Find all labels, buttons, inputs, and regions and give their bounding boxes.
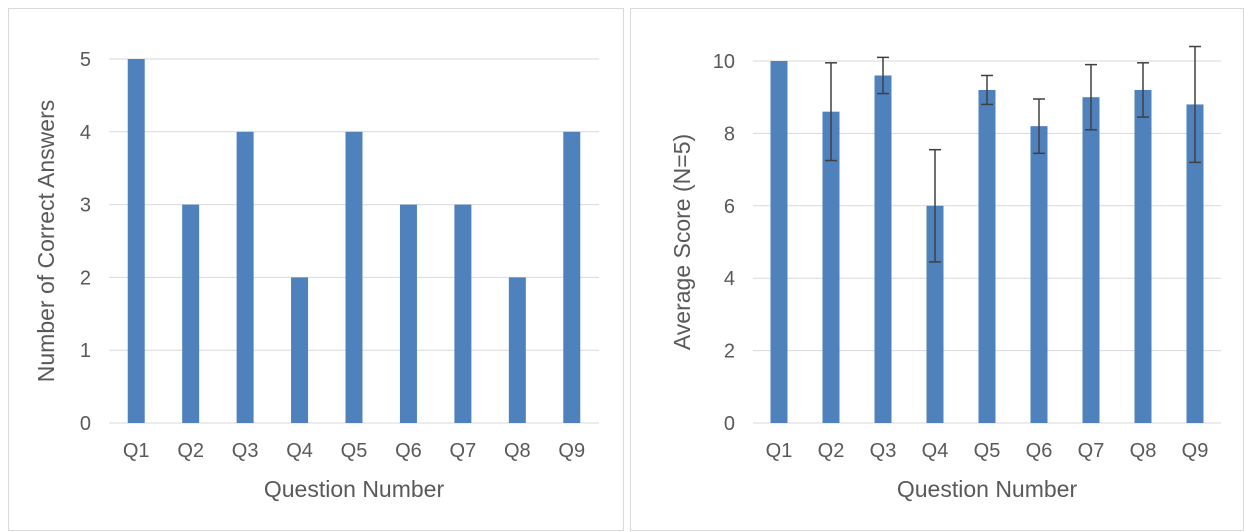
bar [509,277,526,423]
y-tick-label: 8 [724,123,735,145]
bar [1031,126,1048,423]
bar [346,132,363,423]
x-tick-label: Q6 [395,440,422,462]
y-tick-label: 6 [724,196,735,218]
y-tick-label: 10 [713,51,735,73]
y-tick-label: 0 [80,413,91,435]
x-tick-label: Q3 [870,440,897,462]
x-tick-label: Q9 [558,440,585,462]
y-tick-label: 5 [80,49,91,71]
y-axis-title: Number of Correct Answers [33,100,59,382]
y-tick-label: 2 [724,341,735,363]
y-tick-label: 4 [80,122,91,144]
x-axis-title: Question Number [897,476,1078,502]
bar [563,132,580,423]
x-tick-label: Q9 [1182,440,1209,462]
bar [979,90,996,423]
bar [128,59,145,423]
x-tick-label: Q7 [1078,440,1105,462]
y-tick-label: 3 [80,195,91,217]
x-axis-title: Question Number [264,476,445,502]
x-tick-label: Q4 [922,440,949,462]
x-tick-label: Q1 [123,440,150,462]
correct-answers-chart: 0 1 2 3 4 5 Q1 Q2 Q3 Q4 Q5 Q6 Q7 Q8 Q9 Question Number N… [9,9,625,532]
bar [1083,97,1100,423]
bar [1135,90,1152,423]
average-score-chart: 0 2 4 6 8 10 Q1 Q2 Q3 Q4 Q5 Q6 Q7 Q8 Q9 Question Number… [631,9,1244,532]
x-tick-label: Q2 [177,440,204,462]
x-tick-label: Q2 [818,440,845,462]
y-tick-label: 2 [80,267,91,289]
x-tick-label: Q5 [974,440,1001,462]
x-tick-label: Q4 [286,440,313,462]
bar [771,61,788,423]
x-tick-label: Q3 [232,440,259,462]
y-tick-label: 1 [80,340,91,362]
x-tick-label: Q6 [1026,440,1053,462]
correct-answers-chart-panel: 0 1 2 3 4 5 Q1 Q2 Q3 Q4 Q5 Q6 Q7 Q8 Q9 Question Number N… [8,8,624,531]
bar [454,205,471,423]
bar [875,75,892,423]
x-tick-label: Q5 [341,440,368,462]
y-axis-title: Average Score (N=5) [669,134,695,350]
bar [182,205,199,423]
bar [400,205,417,423]
bar [291,277,308,423]
y-tick-label: 0 [724,413,735,435]
x-tick-label: Q7 [450,440,477,462]
average-score-chart-panel: 0 2 4 6 8 10 Q1 Q2 Q3 Q4 Q5 Q6 Q7 Q8 Q9 Question Number… [630,8,1244,531]
x-tick-label: Q1 [766,440,793,462]
bar [237,132,254,423]
x-tick-label: Q8 [504,440,531,462]
x-tick-label: Q8 [1130,440,1157,462]
y-tick-label: 4 [724,268,735,290]
